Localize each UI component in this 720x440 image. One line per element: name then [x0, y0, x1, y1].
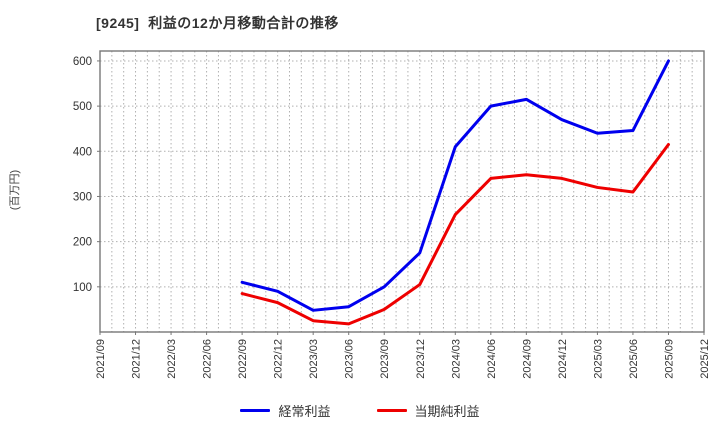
- x-tick-label: 2023/09: [379, 339, 391, 379]
- ordinary-profit-line-swatch: [240, 409, 271, 412]
- ordinary-profit-legend-label: 経常利益: [278, 404, 331, 419]
- net-profit-legend-label: 当期純利益: [414, 404, 480, 419]
- y-tick-label: 100: [73, 282, 92, 294]
- x-tick-label: 2022/12: [273, 339, 285, 379]
- x-tick-label: 2021/09: [95, 339, 107, 379]
- x-tick-label: 2022/03: [166, 339, 178, 379]
- y-tick-label: 300: [73, 191, 92, 203]
- x-tick-label: 2024/06: [486, 339, 498, 379]
- x-tick-label: 2022/09: [237, 339, 249, 379]
- x-tick-label: 2023/03: [308, 339, 320, 379]
- x-tick-label: 2024/09: [521, 339, 533, 379]
- net-profit-line: [240, 143, 670, 326]
- net-profit-line-swatch: [376, 409, 407, 412]
- x-tick-label: 2024/12: [557, 339, 569, 379]
- x-tick-label: 2023/12: [415, 339, 427, 379]
- x-tick-label: 2025/03: [592, 339, 604, 379]
- chart-title: [9245] 利益の12か月移動合計の推移: [96, 15, 339, 31]
- ordinary-profit-line: [240, 59, 670, 312]
- y-tick-label: 500: [73, 101, 92, 113]
- y-tick-label: 400: [73, 146, 92, 158]
- x-tick-label: 2022/06: [202, 339, 214, 379]
- x-tick-label: 2025/09: [663, 339, 675, 379]
- y-tick-label: 200: [73, 237, 92, 249]
- x-tick-label: 2021/12: [131, 339, 143, 379]
- x-tick-label: 2025/06: [628, 339, 640, 379]
- plot-border: [99, 50, 705, 333]
- x-tick-label: 2023/06: [344, 339, 356, 379]
- x-tick-label: 2024/03: [450, 339, 462, 379]
- legend-item-ordinary-profit: 経常利益: [240, 401, 331, 420]
- legend: 経常利益 当期純利益: [0, 401, 720, 420]
- y-tick-label: 600: [73, 56, 92, 68]
- legend-item-net-profit: 当期純利益: [376, 401, 480, 420]
- x-tick-label: 2025/12: [699, 339, 711, 379]
